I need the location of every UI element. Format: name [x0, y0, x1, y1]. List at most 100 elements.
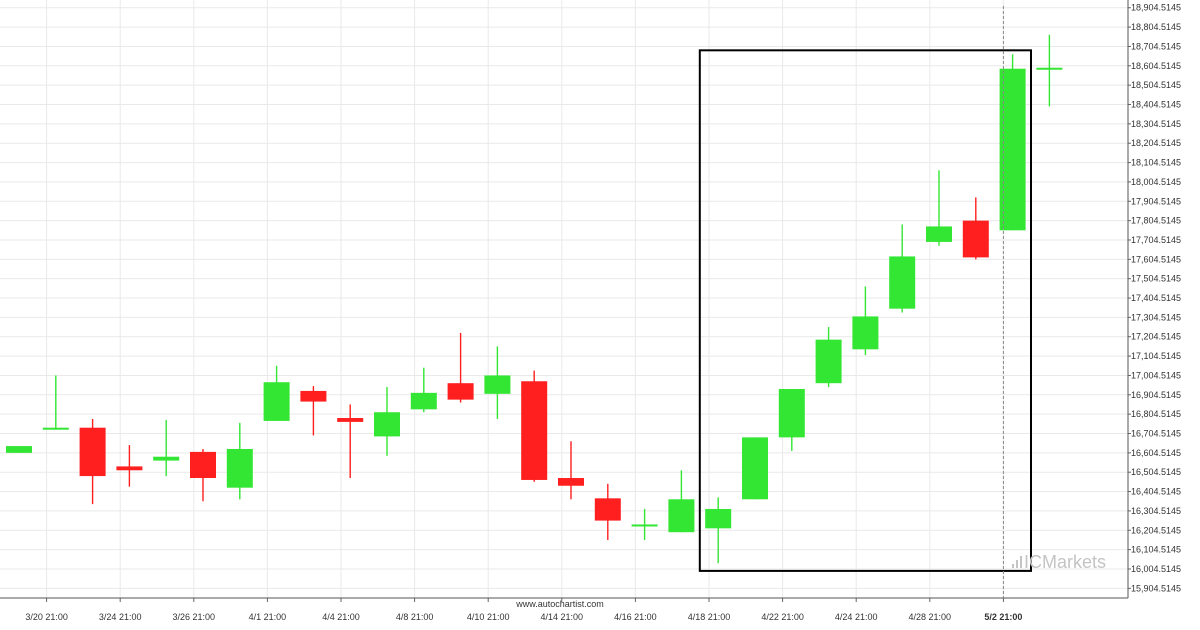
candle-body	[705, 508, 732, 529]
y-tick-label: 18,704.5145	[1131, 41, 1181, 51]
y-tick-label: 17,204.5145	[1131, 332, 1181, 342]
candle-body	[6, 446, 32, 453]
logo-bar-3	[1020, 556, 1022, 568]
bullish-candle	[374, 387, 400, 456]
grid-layer	[0, 0, 1128, 598]
bearish-candle	[300, 386, 327, 436]
candle-body	[484, 375, 511, 394]
bullish-candle	[668, 470, 695, 533]
y-tick-label: 18,804.5145	[1131, 22, 1181, 32]
y-tick-label: 18,304.5145	[1131, 119, 1181, 129]
bullish-candle	[1036, 34, 1063, 107]
candle-body	[300, 390, 327, 402]
candle-body	[42, 427, 69, 430]
candle-body	[852, 316, 879, 350]
y-tick-label: 16,204.5145	[1131, 525, 1181, 535]
candle-body	[962, 220, 989, 258]
y-tick-label: 16,104.5145	[1131, 545, 1181, 555]
candles	[6, 34, 1063, 564]
y-tick-label: 18,504.5145	[1131, 80, 1181, 90]
candle-body	[594, 498, 621, 521]
bearish-candle	[558, 441, 584, 500]
bearish-candle	[116, 445, 143, 487]
y-tick-label: 18,604.5145	[1131, 61, 1181, 71]
y-axis: 18,904.5145 18,804.5145 18,704.5145 18,604.…	[1127, 0, 1181, 598]
x-tick-label: 4/4 21:00	[322, 612, 360, 622]
candle-body	[374, 412, 400, 437]
bullish-candle	[410, 367, 437, 413]
y-tick-label: 16,404.5145	[1131, 487, 1181, 497]
y-tick-label: 17,904.5145	[1131, 196, 1181, 206]
bearish-candle	[447, 332, 474, 403]
candle-body	[447, 383, 474, 400]
logo-bar-1	[1012, 564, 1014, 568]
pattern-overlay	[698, 6, 1032, 598]
candle-body	[558, 478, 584, 486]
candle-body	[742, 437, 768, 500]
x-tick-label: 4/8 21:00	[396, 612, 434, 622]
bullish-candle	[742, 437, 768, 500]
candle-body	[668, 499, 695, 533]
y-tick-label: 18,204.5145	[1131, 138, 1181, 148]
y-tick-label: 18,404.5145	[1131, 100, 1181, 110]
bullish-candle	[226, 422, 253, 500]
candle-body	[1036, 67, 1063, 70]
bullish-candle	[889, 224, 916, 313]
bullish-candle	[852, 286, 879, 356]
y-tick-label: 17,304.5145	[1131, 312, 1181, 322]
bullish-candle	[153, 419, 180, 477]
candle-body	[631, 524, 658, 527]
candle-body	[815, 339, 842, 384]
bullish-candle	[42, 375, 69, 430]
x-tick-label: 4/24 21:00	[835, 612, 878, 622]
bullish-candle	[6, 446, 32, 453]
y-tick-label: 16,804.5145	[1131, 409, 1181, 419]
y-tick-label: 16,304.5145	[1131, 506, 1181, 516]
y-tick-label: 17,704.5145	[1131, 235, 1181, 245]
brand-prefix: IC	[1024, 552, 1042, 572]
y-tick-label: 15,904.5145	[1131, 583, 1181, 593]
candle-body	[337, 418, 364, 422]
bearish-candle	[521, 370, 548, 482]
candle-body	[999, 68, 1026, 231]
bullish-candle	[778, 388, 805, 451]
bullish-candle	[815, 327, 842, 388]
y-tick-label: 16,904.5145	[1131, 390, 1181, 400]
y-tick-label: 16,704.5145	[1131, 429, 1181, 439]
pattern-box	[698, 49, 1032, 572]
brand-logo: ICMarkets	[1012, 552, 1106, 572]
y-tick-label: 18,004.5145	[1131, 177, 1181, 187]
y-tick-label: 17,804.5145	[1131, 216, 1181, 226]
x-tick-label: 4/18 21:00	[688, 612, 731, 622]
x-tick-label: 4/14 21:00	[541, 612, 584, 622]
candle-body	[889, 256, 916, 309]
y-tick-label: 16,604.5145	[1131, 448, 1181, 458]
x-tick-label: 4/22 21:00	[761, 612, 804, 622]
bullish-candle	[631, 508, 658, 540]
brand-suffix: Markets	[1042, 552, 1106, 572]
candle-body	[153, 456, 180, 461]
svg-text:ICMarkets: ICMarkets	[1024, 552, 1106, 572]
bearish-candle	[962, 197, 989, 260]
x-tick-label: 3/26 21:00	[173, 612, 216, 622]
bearish-candle	[79, 418, 106, 505]
x-tick-label: 3/24 21:00	[99, 612, 142, 622]
y-tick-label: 17,004.5145	[1131, 370, 1181, 380]
logo-bar-2	[1016, 560, 1018, 568]
candle-body	[263, 382, 290, 421]
bearish-candle	[594, 483, 621, 540]
source-watermark: www.autochartist.com	[515, 599, 604, 609]
bullish-candle	[484, 346, 511, 419]
y-tick-label: 17,504.5145	[1131, 274, 1181, 284]
bearish-candle	[190, 448, 216, 502]
candle-body	[410, 392, 437, 410]
x-axis: 3/20 21:00 3/24 21:00 3/26 21:00 4/1 21:00 4…	[0, 597, 1128, 622]
bullish-candle	[705, 497, 732, 564]
candle-body	[79, 427, 106, 477]
candle-body	[116, 466, 143, 471]
x-tick-label: 3/20 21:00	[25, 612, 68, 622]
candle-body	[521, 381, 548, 480]
y-tick-label: 17,604.5145	[1131, 254, 1181, 264]
bullish-candle	[263, 365, 290, 421]
